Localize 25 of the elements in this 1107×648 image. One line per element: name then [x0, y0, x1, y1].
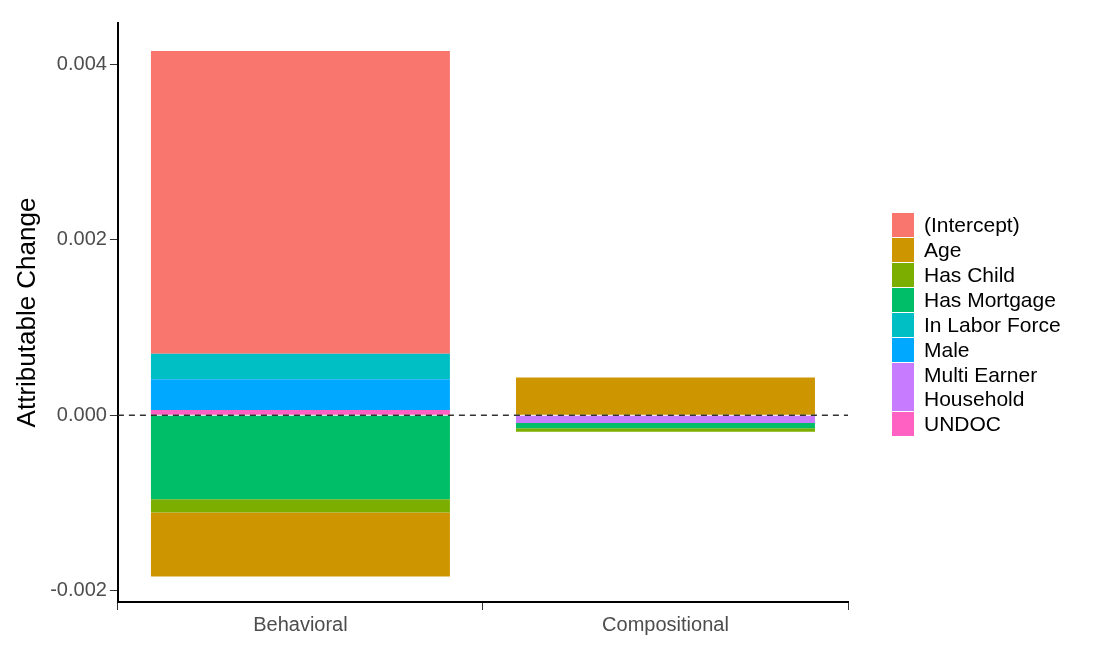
bar: [515, 415, 815, 424]
bar: [515, 423, 815, 429]
y-tick-label: 0.004: [56, 51, 107, 74]
bar: [515, 428, 815, 432]
y-tick-label: 0.002: [56, 227, 107, 250]
legend-label: Age: [924, 238, 963, 262]
bar: [150, 512, 450, 577]
legend-label: (Intercept): [924, 213, 1021, 237]
bar: [150, 499, 450, 513]
legend-label: Has Child: [924, 263, 1017, 287]
legend-label: Has Mortgage: [924, 288, 1057, 312]
y-tick-label: -0.002: [50, 578, 107, 601]
legend-label: UNDOC: [924, 412, 1002, 436]
bar: [150, 353, 450, 380]
bar: [515, 377, 815, 415]
x-tick-label: Compositional: [602, 612, 729, 635]
legend-label: Male: [924, 338, 971, 362]
bar: [150, 415, 450, 500]
bar: [150, 51, 450, 354]
y-axis-title: Attributable Change: [10, 197, 41, 428]
y-tick-label: 0.000: [56, 402, 107, 425]
legend-label: In Labor Force: [924, 313, 1062, 337]
legend-label: Multi Earner Household: [924, 363, 1039, 411]
bar: [150, 379, 450, 410]
x-tick-label: Behavioral: [253, 612, 348, 635]
